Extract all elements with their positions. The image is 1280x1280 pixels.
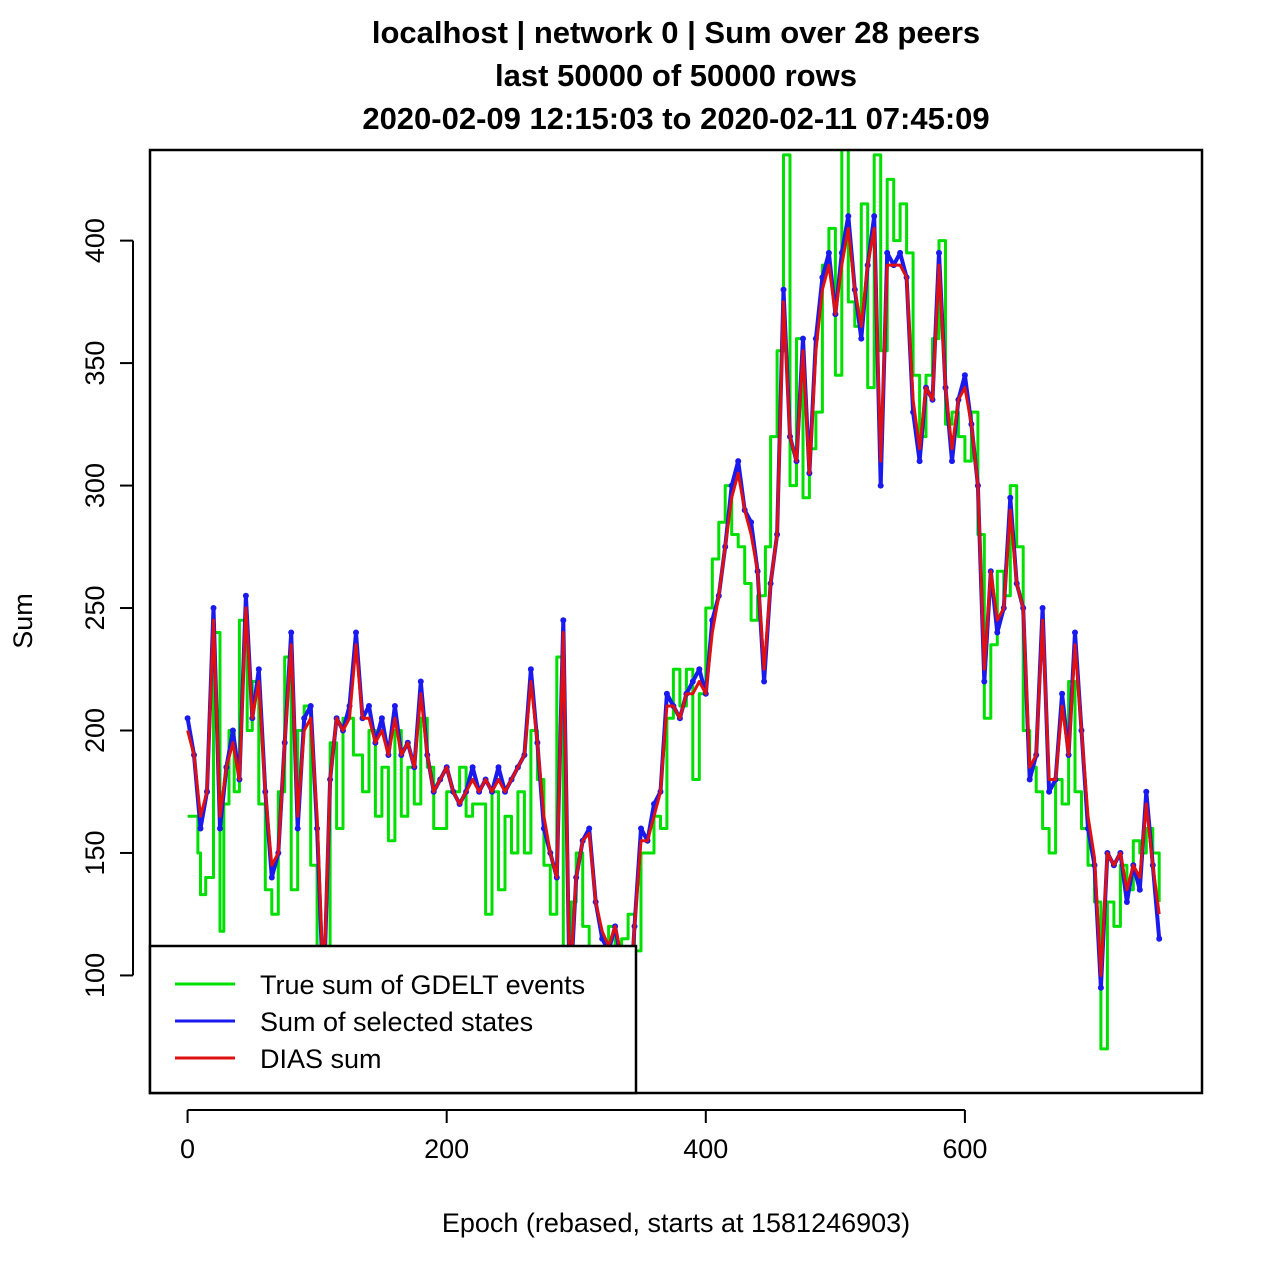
chart-title-line-2: last 50000 of 50000 rows	[495, 58, 857, 93]
series-point-sum-of-selected-states	[638, 825, 644, 832]
series-line-dias-sum	[186, 226, 1161, 1026]
series-point-sum-of-selected-states	[1156, 935, 1163, 942]
series-point-sum-of-selected-states	[288, 629, 295, 636]
series-point-sum-of-selected-states	[197, 825, 204, 832]
series-point-sum-of-selected-states	[1039, 605, 1046, 611]
series-point-sum-of-selected-states	[994, 629, 1001, 636]
series-point-sum-of-selected-states	[1097, 984, 1104, 991]
y-tick-label: 300	[80, 463, 110, 508]
series-point-sum-of-selected-states	[1143, 788, 1150, 795]
series-point-sum-of-selected-states	[1072, 629, 1078, 636]
series-point-sum-of-selected-states	[689, 678, 696, 685]
y-axis-label: Sum	[8, 593, 38, 649]
series-point-sum-of-selected-states	[936, 249, 942, 256]
series-point-sum-of-selected-states	[255, 666, 262, 673]
series-point-sum-of-selected-states	[217, 825, 223, 832]
series-point-sum-of-selected-states	[184, 715, 191, 722]
plot-frame	[148, 148, 1204, 1095]
x-tick-label: 200	[424, 1134, 469, 1164]
series-point-sum-of-selected-states	[242, 592, 249, 599]
legend-label-dias-sum: DIAS sum	[260, 1044, 382, 1074]
series-point-sum-of-selected-states	[825, 249, 832, 256]
series-point-sum-of-selected-states	[884, 249, 891, 256]
x-tick-label: 400	[683, 1134, 728, 1164]
x-tick-label: 0	[180, 1134, 195, 1164]
series-point-sum-of-selected-states	[301, 715, 308, 722]
series-point-sum-of-selected-states	[391, 703, 398, 709]
series-point-sum-of-selected-states	[586, 825, 593, 832]
series-point-sum-of-selected-states	[877, 482, 884, 489]
series-point-sum-of-selected-states	[761, 678, 768, 685]
series-point-sum-of-selected-states	[1059, 690, 1066, 697]
series-point-sum-of-selected-states	[294, 825, 301, 832]
series-point-sum-of-selected-states	[845, 213, 852, 220]
chart-title-line-1: localhost | network 0 | Sum over 28 peer…	[372, 15, 980, 50]
series-point-sum-of-selected-states	[949, 458, 955, 465]
series-point-sum-of-selected-states	[663, 690, 670, 697]
x-tick-label: 600	[942, 1134, 987, 1164]
series-point-sum-of-selected-states	[469, 764, 476, 771]
series-point-sum-of-selected-states	[981, 678, 988, 685]
y-tick-label: 350	[80, 341, 110, 386]
y-tick-label: 150	[80, 830, 110, 875]
x-axis: 0 200 400 600	[180, 1109, 987, 1164]
x-axis-label: Epoch (rebased, starts at 1581246903)	[442, 1208, 910, 1238]
series-point-sum-of-selected-states	[780, 286, 787, 293]
series-point-sum-of-selected-states	[1026, 776, 1033, 783]
series-point-sum-of-selected-states	[366, 703, 372, 709]
series-point-sum-of-selected-states	[735, 458, 742, 465]
chart-title-line-3: 2020-02-09 12:15:03 to 2020-02-11 07:45:…	[362, 101, 989, 136]
series-point-sum-of-selected-states	[871, 213, 878, 220]
legend-label-selected-states: Sum of selected states	[260, 1007, 533, 1037]
plot-area	[184, 150, 1163, 1088]
series-point-sum-of-selected-states	[961, 372, 968, 379]
series-point-sum-of-selected-states	[268, 874, 275, 881]
series-line-true-sum-of-gdelt-events	[187, 150, 1161, 1088]
series-point-sum-of-selected-states	[560, 617, 567, 624]
series-point-sum-of-selected-states	[210, 605, 217, 611]
series-point-sum-of-selected-states	[800, 335, 806, 342]
series-point-sum-of-selected-states	[1123, 899, 1130, 905]
series-point-sum-of-selected-states	[527, 666, 534, 673]
series-point-sum-of-selected-states	[417, 678, 424, 685]
series-point-sum-of-selected-states	[353, 629, 359, 636]
y-tick-label: 250	[80, 585, 110, 630]
series-point-sum-of-selected-states	[1136, 886, 1143, 893]
series-line-sum-of-selected-states	[185, 214, 1162, 1039]
series-point-sum-of-selected-states	[696, 666, 703, 673]
series-point-sum-of-selected-states	[897, 249, 904, 256]
series-point-sum-of-selected-states	[916, 458, 923, 465]
series-point-sum-of-selected-states	[858, 335, 865, 342]
y-tick-label: 200	[80, 708, 110, 753]
legend-label-true-sum: True sum of GDELT events	[260, 970, 585, 1000]
y-tick-label: 100	[80, 953, 110, 998]
y-axis: 100 150 200 250 300 350 400	[80, 218, 134, 998]
series-point-sum-of-selected-states	[1007, 494, 1014, 501]
legend: True sum of GDELT events Sum of selected…	[148, 944, 638, 1095]
series-point-sum-of-selected-states	[1046, 788, 1053, 795]
series-point-sum-of-selected-states	[378, 715, 385, 722]
series-point-sum-of-selected-states	[495, 764, 502, 771]
series-point-sum-of-selected-states	[229, 727, 236, 734]
series-point-sum-of-selected-states	[307, 703, 314, 709]
y-tick-label: 400	[80, 218, 110, 263]
